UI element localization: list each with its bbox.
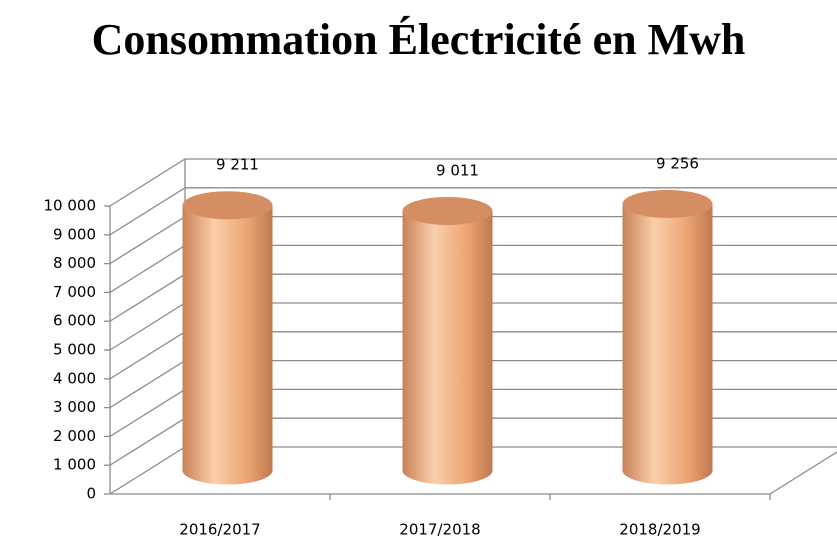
bar <box>182 205 273 485</box>
value-label: 9 011 <box>436 161 479 179</box>
y-tick-label: 1 000 <box>53 456 96 474</box>
y-tick-label: 10 000 <box>44 197 97 215</box>
y-tick-label: 7 000 <box>53 283 96 301</box>
bar-top <box>622 189 713 218</box>
x-tick-label: 2018/2019 <box>619 521 700 539</box>
y-tick-label: 0 <box>86 485 96 503</box>
value-label: 9 211 <box>216 156 259 174</box>
x-tick-label: 2017/2018 <box>399 521 480 539</box>
y-tick-label: 5 000 <box>53 341 96 359</box>
bar-top <box>182 191 273 220</box>
value-label: 9 256 <box>656 154 699 172</box>
y-tick-label: 8 000 <box>53 254 96 272</box>
y-tick-label: 3 000 <box>53 398 96 416</box>
bar <box>402 210 493 485</box>
bar-top <box>402 196 493 225</box>
grid-line <box>109 158 837 207</box>
y-tick-label: 9 000 <box>53 225 96 243</box>
chart-title: Consommation Électricité en Mwh <box>91 15 746 64</box>
y-tick-label: 6 000 <box>53 312 96 330</box>
x-tick-label: 2016/2017 <box>179 521 260 539</box>
grid-line <box>109 187 837 236</box>
bar <box>622 203 713 485</box>
y-tick-label: 2 000 <box>53 427 96 445</box>
y-tick-label: 4 000 <box>53 369 96 387</box>
